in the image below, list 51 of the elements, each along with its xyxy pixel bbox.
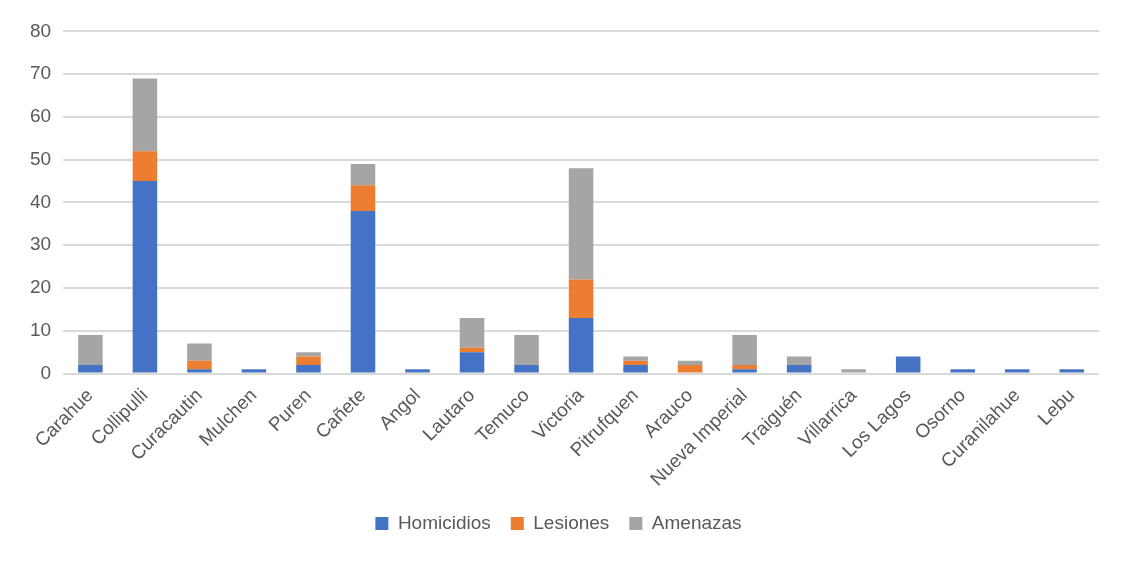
bar	[677, 364, 703, 373]
bar	[78, 364, 103, 373]
legend-label: Homicidios	[397, 511, 491, 533]
bar	[459, 352, 485, 373]
bar	[623, 360, 648, 365]
bar	[786, 356, 812, 365]
bar	[405, 369, 430, 373]
bar	[732, 364, 757, 370]
bar	[568, 317, 594, 373]
bar	[132, 181, 158, 373]
bar	[950, 369, 975, 373]
bar	[132, 151, 158, 182]
bar	[187, 343, 212, 361]
y-tick-label: 60	[29, 105, 52, 127]
bar	[1004, 369, 1030, 373]
y-tick-label: 30	[29, 233, 52, 255]
bar	[350, 163, 376, 186]
legend-label: Lesiones	[533, 511, 610, 533]
bar	[350, 211, 376, 373]
bar	[623, 356, 648, 361]
y-tick-label: 50	[29, 147, 52, 169]
bar	[623, 364, 648, 373]
y-tick-label: 20	[29, 276, 52, 298]
bar	[1059, 369, 1085, 373]
bar	[677, 360, 703, 365]
bar	[568, 168, 594, 280]
bar	[514, 364, 539, 373]
bar	[732, 335, 757, 365]
bar	[841, 369, 866, 373]
bar	[187, 369, 212, 373]
bar	[459, 317, 485, 348]
bar	[187, 360, 212, 370]
bar	[132, 78, 158, 152]
bar	[732, 369, 757, 373]
y-tick-label: 70	[29, 62, 52, 84]
bar	[459, 347, 485, 353]
bar	[350, 185, 376, 212]
bar	[296, 352, 321, 357]
legend-label: Amenazas	[651, 511, 742, 533]
bar	[296, 356, 321, 365]
bar	[568, 279, 594, 318]
y-tick-label: 80	[29, 19, 52, 41]
bar	[895, 356, 921, 373]
bar	[241, 369, 267, 373]
y-tick-label: 40	[29, 190, 52, 212]
bar	[78, 335, 103, 365]
bar	[786, 364, 812, 373]
bar	[514, 335, 539, 365]
y-tick-label: 0	[40, 361, 52, 383]
bar	[296, 364, 321, 373]
y-tick-label: 10	[29, 318, 52, 340]
